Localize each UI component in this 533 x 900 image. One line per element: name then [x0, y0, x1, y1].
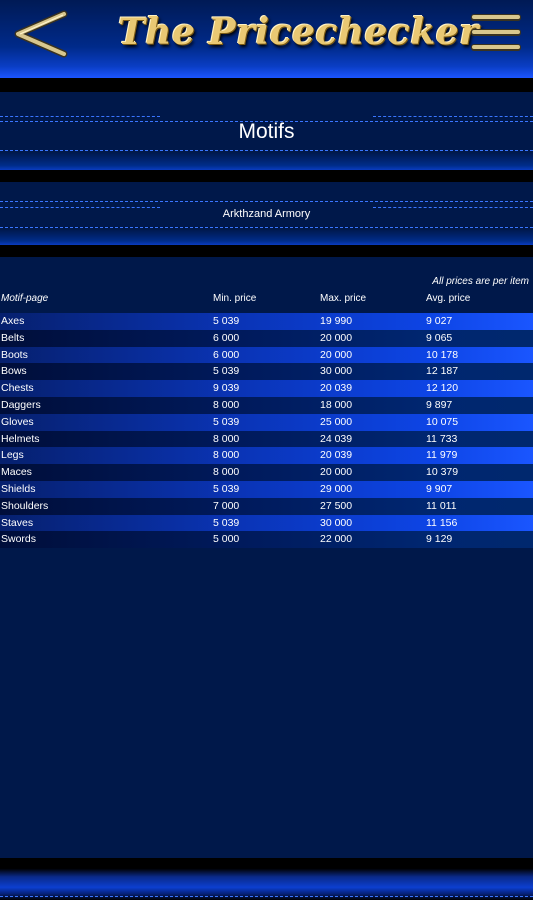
motif-name: Legs	[1, 449, 24, 462]
dashed-divider	[0, 201, 533, 202]
motif-name: Bows	[1, 365, 27, 378]
dashed-divider	[373, 116, 533, 117]
motif-name: Boots	[1, 348, 28, 361]
column-header-motif: Motif-page	[1, 293, 49, 304]
table-row[interactable]: Axes 5 039 19 990 9 027	[0, 313, 533, 330]
chevron-left-icon	[14, 10, 68, 58]
avg-price: 10 379	[426, 466, 459, 479]
dashed-divider	[0, 227, 533, 228]
avg-price: 12 187	[426, 365, 459, 378]
app-header: The Pricechecker	[0, 0, 533, 78]
min-price: 6 000	[213, 348, 240, 361]
section-subtitle: Arkthzand Armory	[222, 208, 311, 220]
column-header-min: Min. price	[213, 293, 257, 304]
table-row[interactable]: Maces 8 000 20 000 10 379	[0, 464, 533, 481]
max-price: 20 000	[320, 331, 353, 344]
page-title: Motifs	[238, 120, 295, 143]
max-price: 20 000	[320, 466, 353, 479]
motif-name: Gloves	[1, 415, 34, 428]
min-price: 8 000	[213, 432, 240, 445]
price-note: All prices are per item	[432, 276, 529, 287]
max-price: 30 000	[320, 516, 353, 529]
motif-name: Swords	[1, 533, 37, 546]
avg-price: 11 733	[426, 432, 458, 445]
min-price: 5 000	[213, 533, 240, 546]
table-row[interactable]: Belts 6 000 20 000 9 065	[0, 329, 533, 347]
max-price: 19 990	[320, 315, 353, 327]
table-row[interactable]: Legs 8 000 20 039 11 979	[0, 447, 533, 465]
section-divider	[0, 245, 533, 257]
section-divider	[0, 170, 533, 182]
subtitle-band	[0, 229, 533, 245]
min-price: 5 039	[213, 482, 240, 495]
menu-button[interactable]	[469, 8, 523, 58]
max-price: 20 039	[320, 382, 353, 395]
table-row[interactable]: Boots 6 000 20 000 10 178	[0, 346, 533, 364]
dashed-divider	[0, 121, 533, 122]
min-price: 8 000	[213, 398, 240, 411]
table-row[interactable]: Shoulders 7 000 27 500 11 011	[0, 497, 533, 515]
max-price: 18 000	[320, 398, 353, 411]
footer-bar	[0, 858, 533, 900]
hamburger-menu-icon	[471, 14, 521, 51]
motif-name: Shoulders	[1, 499, 49, 512]
app-logo: The Pricechecker	[118, 11, 479, 53]
motif-name: Staves	[1, 516, 34, 529]
table-row[interactable]: Shields 5 039 29 000 9 907	[0, 480, 533, 498]
max-price: 22 000	[320, 533, 353, 546]
table-row[interactable]: Helmets 8 000 24 039 11 733	[0, 430, 533, 448]
motif-name: Helmets	[1, 432, 40, 445]
avg-price: 10 178	[426, 348, 459, 361]
dashed-divider	[0, 896, 533, 897]
column-header-avg: Avg. price	[426, 293, 471, 304]
table-row[interactable]: Staves 5 039 30 000 11 156	[0, 514, 533, 532]
avg-price: 9 027	[426, 315, 453, 327]
dashed-divider	[0, 150, 533, 151]
avg-price: 9 907	[426, 482, 453, 495]
avg-price: 9 065	[426, 331, 453, 344]
max-price: 27 500	[320, 499, 353, 512]
min-price: 8 000	[213, 466, 240, 479]
avg-price: 9 129	[426, 533, 453, 546]
price-table: Axes 5 039 19 990 9 027 Belts 6 000 20 000 9 0…	[0, 313, 533, 549]
dashed-divider	[0, 207, 160, 208]
motif-name: Maces	[1, 466, 32, 479]
motif-name: Shields	[1, 482, 36, 495]
avg-price: 11 011	[426, 499, 457, 512]
min-price: 5 039	[213, 415, 240, 428]
avg-price: 9 897	[426, 398, 453, 411]
min-price: 5 039	[213, 516, 240, 529]
max-price: 30 000	[320, 365, 353, 378]
max-price: 20 039	[320, 449, 353, 462]
avg-price: 11 979	[426, 449, 458, 462]
max-price: 25 000	[320, 415, 353, 428]
back-button[interactable]	[8, 6, 72, 62]
max-price: 20 000	[320, 348, 353, 361]
table-row[interactable]: Bows 5 039 30 000 12 187	[0, 363, 533, 381]
motif-name: Daggers	[1, 398, 41, 411]
min-price: 5 039	[213, 315, 240, 327]
table-row[interactable]: Daggers 8 000 18 000 9 897	[0, 396, 533, 414]
table-row[interactable]: Swords 5 000 22 000 9 129	[0, 531, 533, 549]
min-price: 8 000	[213, 449, 240, 462]
min-price: 6 000	[213, 331, 240, 344]
min-price: 7 000	[213, 499, 240, 512]
dashed-divider	[373, 207, 533, 208]
avg-price: 10 075	[426, 415, 459, 428]
motif-name: Belts	[1, 331, 25, 344]
column-header-max: Max. price	[320, 293, 367, 304]
min-price: 5 039	[213, 365, 240, 378]
title-band	[0, 152, 533, 170]
max-price: 24 039	[320, 432, 353, 445]
min-price: 9 039	[213, 382, 240, 395]
table-row[interactable]: Gloves 5 039 25 000 10 075	[0, 413, 533, 431]
motif-name: Chests	[1, 382, 34, 395]
header-divider	[0, 78, 533, 92]
dashed-divider	[0, 116, 160, 117]
max-price: 29 000	[320, 482, 353, 495]
avg-price: 12 120	[426, 382, 459, 395]
table-row[interactable]: Chests 9 039 20 039 12 120	[0, 380, 533, 397]
avg-price: 11 156	[426, 516, 458, 529]
motif-name: Axes	[1, 315, 25, 327]
